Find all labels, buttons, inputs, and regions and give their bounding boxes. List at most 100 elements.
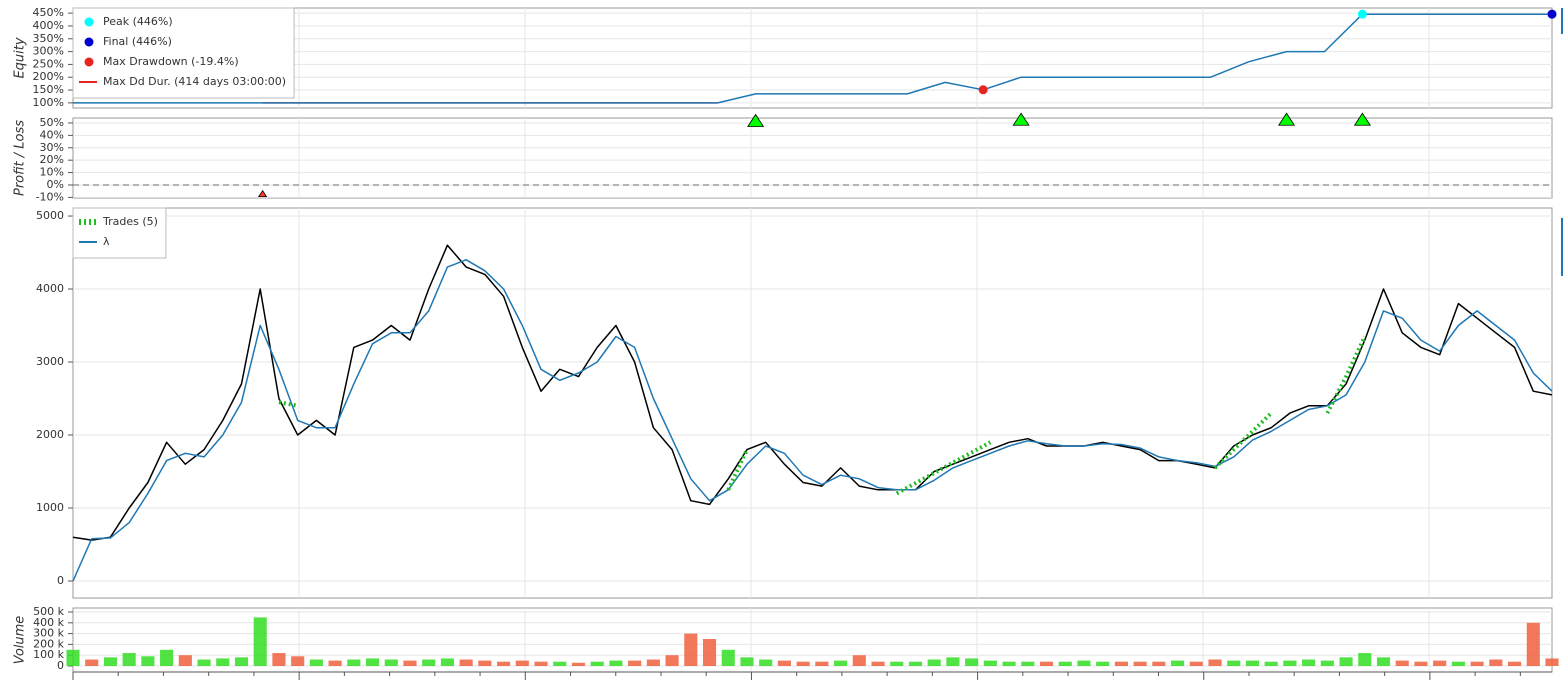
legend-label: Peak (446%)	[103, 15, 173, 28]
volume-bar	[1208, 659, 1222, 667]
volume-bar	[983, 660, 997, 667]
volume-bar	[1376, 657, 1391, 667]
volume-bar	[1245, 660, 1260, 667]
y-tick-label: 1000	[36, 501, 64, 514]
volume-bar	[965, 658, 979, 667]
volume-bar	[478, 660, 492, 667]
volume-bar	[253, 617, 267, 667]
volume-bar	[1283, 660, 1297, 667]
y-tick-label: 20%	[40, 153, 64, 166]
volume-bar	[141, 656, 155, 667]
marker-dot	[978, 85, 988, 95]
volume-bar	[440, 658, 454, 667]
volume-bar	[1077, 660, 1091, 667]
volume-bar	[1395, 660, 1409, 667]
y-tick-label: 350%	[33, 32, 64, 45]
legend-label: λ	[103, 235, 110, 248]
y-tick-label: -10%	[36, 190, 64, 203]
y-tick-label: 10%	[40, 166, 64, 179]
y-tick-label: 100%	[33, 96, 64, 109]
volume-bar	[403, 660, 417, 667]
volume-bar	[103, 657, 117, 667]
volume-bar	[1414, 661, 1428, 667]
volume-bar	[122, 653, 136, 667]
volume-bar	[1264, 661, 1278, 667]
volume-bar	[1320, 660, 1334, 667]
legend-box	[72, 207, 167, 259]
panel	[72, 7, 1553, 109]
series-line	[72, 259, 1553, 582]
volume-bar	[1339, 657, 1353, 667]
volume-bar	[1470, 661, 1484, 667]
y-tick-label: 5000	[36, 209, 64, 222]
volume-bar	[815, 661, 829, 667]
volume-bar	[946, 657, 960, 667]
marker-dot	[1547, 9, 1557, 19]
y-tick-label: 0%	[47, 178, 64, 191]
volume-bar	[66, 649, 80, 667]
y-tick-label: 300%	[33, 45, 64, 58]
volume-bar	[515, 660, 529, 667]
volume-bar	[384, 659, 398, 667]
volume-bar	[646, 659, 660, 667]
volume-bar	[1489, 659, 1503, 667]
volume-bar	[1508, 661, 1522, 667]
y-axis-label: Equity	[13, 37, 28, 78]
y-tick-label: 30%	[40, 141, 64, 154]
volume-bar	[1358, 653, 1372, 667]
trade-line	[726, 448, 749, 491]
volume-bar	[309, 659, 323, 667]
volume-bar	[1451, 661, 1465, 667]
volume-bar	[234, 657, 249, 667]
trade-line	[1213, 411, 1273, 470]
trade-line	[1325, 335, 1367, 415]
volume-bar	[1114, 661, 1128, 667]
trade-marker	[747, 113, 765, 127]
legend-swatch	[84, 17, 94, 27]
volume-bar	[178, 655, 192, 667]
volume-bar	[628, 660, 642, 667]
legend-label: Max Drawdown (-19.4%)	[103, 55, 239, 68]
volume-bar	[590, 661, 604, 667]
legend-swatch	[84, 57, 94, 67]
panel	[72, 117, 1553, 199]
y-tick-label: 4000	[36, 282, 64, 295]
y-tick-label: 0	[57, 659, 64, 672]
volume-bar	[852, 655, 866, 667]
volume-bar	[1152, 661, 1166, 667]
volume-bar	[1021, 661, 1035, 667]
y-tick-label: 400%	[33, 19, 64, 32]
volume-bar	[160, 649, 174, 667]
marker-dot	[1357, 9, 1367, 19]
y-axis-label: Profit / Loss	[13, 120, 28, 196]
legend-label: Max Dd Dur. (414 days 03:00:00)	[103, 75, 286, 88]
y-tick-label: 250%	[33, 57, 64, 70]
volume-bar	[777, 660, 791, 667]
legend: Trades (5) λ	[72, 207, 167, 259]
legend: Peak (446%) Final (446%) Max Drawdown (-19…	[72, 7, 295, 99]
volume-bar	[197, 659, 211, 667]
volume-bar	[1096, 661, 1110, 667]
volume-bar	[871, 661, 885, 667]
legend-label: Final (446%)	[103, 35, 172, 48]
volume-bar	[759, 659, 773, 667]
volume-bar	[1171, 660, 1185, 667]
volume-bar	[328, 660, 342, 667]
y-axis-label: Volume	[13, 616, 28, 665]
y-tick-label: 40%	[40, 128, 64, 141]
decor	[1561, 8, 1563, 276]
y-tick-label: 150%	[33, 83, 64, 96]
trade-marker	[1353, 112, 1371, 126]
y-tick-label: 500 k	[33, 605, 64, 618]
y-tick-label: 0	[57, 574, 64, 587]
volume-bar	[272, 653, 286, 667]
volume-bar	[1433, 660, 1447, 667]
legend-swatch	[84, 37, 94, 47]
trade-marker	[1012, 112, 1030, 126]
volume-bar	[796, 661, 810, 667]
volume-bar	[1227, 660, 1241, 667]
volume-bar	[1545, 658, 1559, 667]
volume-bar	[740, 657, 754, 667]
volume-bar	[459, 659, 473, 667]
